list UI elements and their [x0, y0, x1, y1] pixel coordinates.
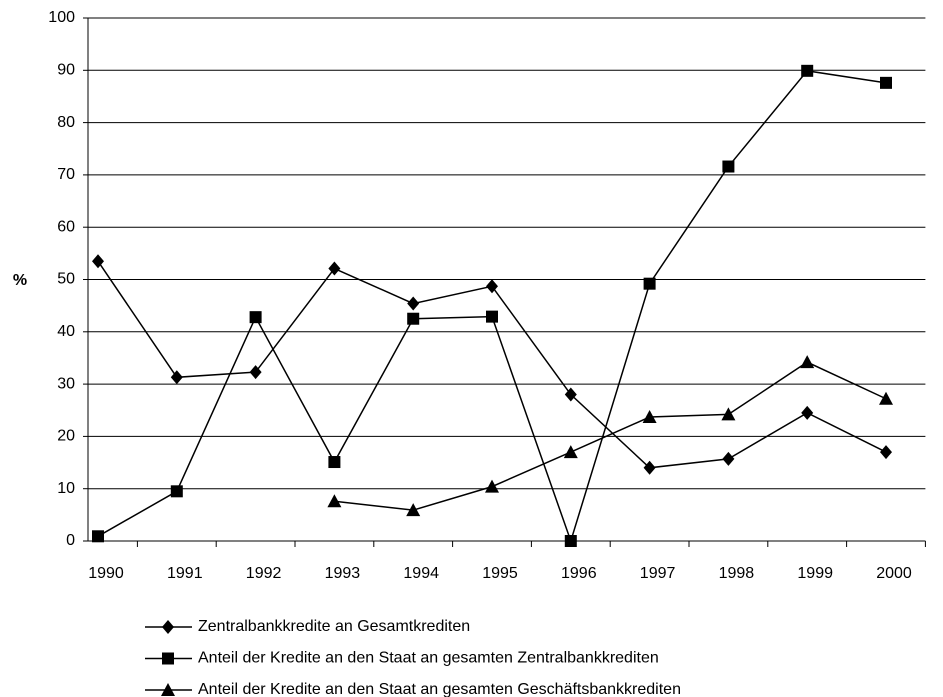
data-point: [170, 485, 183, 498]
x-tick-label: 1996: [561, 565, 597, 582]
y-tick-label: 20: [57, 428, 75, 445]
x-tick-label: 1991: [167, 565, 203, 582]
data-point: [328, 456, 341, 469]
series-line: [97, 70, 887, 544]
legend-marker: [162, 620, 174, 634]
data-point: [721, 407, 736, 421]
data-point: [406, 503, 421, 517]
x-tick-label: 1992: [246, 565, 282, 582]
y-tick-label: 100: [48, 9, 75, 26]
data-point: [407, 312, 420, 325]
data-point: [170, 370, 183, 385]
data-point: [800, 355, 815, 369]
x-tick-label: 1999: [797, 565, 833, 582]
data-point: [327, 494, 342, 508]
legend-marker: [161, 683, 175, 696]
data-point: [643, 460, 656, 475]
data-point: [486, 310, 498, 323]
legend-label: Anteil der Kredite an den Staat an gesam…: [198, 681, 681, 697]
data-point: [92, 254, 104, 269]
data-point: [92, 530, 104, 543]
data-point: [722, 160, 735, 173]
y-tick-label: 50: [57, 271, 75, 288]
data-point: [486, 279, 498, 294]
data-point: [485, 479, 499, 493]
data-point: [249, 311, 262, 324]
x-tick-label: 1997: [640, 565, 676, 582]
data-point: [642, 410, 657, 424]
data-point: [643, 277, 656, 290]
y-axis-label: %: [13, 272, 27, 289]
x-tick-label: 1990: [88, 565, 124, 582]
data-point: [801, 405, 814, 420]
data-point: [880, 76, 892, 89]
x-tick-label: 1994: [403, 565, 439, 582]
data-point: [722, 451, 735, 466]
data-point: [249, 365, 262, 380]
x-tick-label: 1993: [325, 565, 361, 582]
series-line: [334, 361, 887, 511]
y-tick-label: 0: [66, 532, 75, 549]
y-tick-label: 70: [57, 166, 75, 183]
y-tick-label: 30: [57, 375, 75, 392]
y-tick-label: 90: [57, 62, 75, 79]
data-point: [564, 387, 577, 402]
x-tick-label: 1998: [719, 565, 755, 582]
y-tick-label: 40: [57, 323, 75, 340]
data-point: [564, 535, 577, 547]
y-tick-label: 10: [57, 480, 75, 497]
data-point: [328, 261, 341, 276]
legend-label: Zentralbankkredite an Gesamtkrediten: [198, 618, 470, 635]
legend-marker: [162, 652, 174, 665]
data-point: [880, 445, 892, 460]
x-tick-label: 1995: [482, 565, 518, 582]
y-tick-label: 60: [57, 218, 75, 235]
legend-label: Anteil der Kredite an den Staat an gesam…: [198, 650, 659, 667]
data-point: [407, 296, 420, 311]
data-point: [563, 445, 578, 459]
data-point: [879, 391, 893, 405]
data-point: [801, 64, 814, 77]
x-tick-label: 2000: [876, 565, 912, 582]
y-tick-label: 80: [57, 114, 75, 131]
